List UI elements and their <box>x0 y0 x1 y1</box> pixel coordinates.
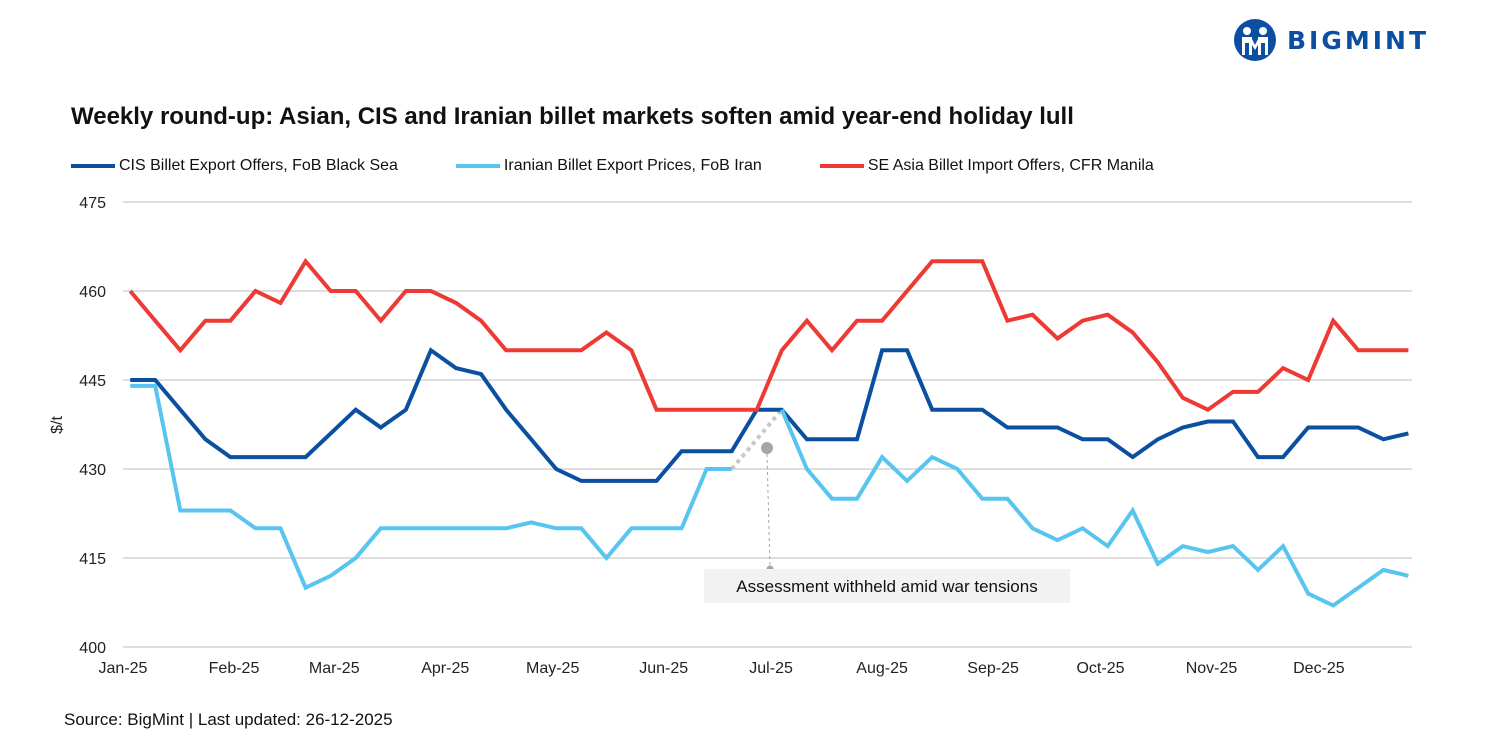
x-tick-label: Oct-25 <box>1076 660 1124 677</box>
y-tick-label: 445 <box>79 373 106 390</box>
x-tick-label: Mar-25 <box>309 660 360 677</box>
series-line-2 <box>128 257 1409 413</box>
legend-swatch-seasia <box>819 164 864 168</box>
x-tick-label: Feb-25 <box>209 660 260 677</box>
series-line-1 <box>130 383 1409 608</box>
y-tick-label: 415 <box>79 551 106 568</box>
legend-item-cis: CIS Billet Export Offers, FoB Black Sea <box>71 157 398 175</box>
annotation-marker <box>761 442 773 454</box>
legend: CIS Billet Export Offers, FoB Black Sea … <box>71 157 1212 175</box>
x-tick-label: Apr-25 <box>421 660 469 677</box>
x-tick-label: Sep-25 <box>967 660 1019 677</box>
legend-label-cis: CIS Billet Export Offers, FoB Black Sea <box>119 157 398 174</box>
x-tick-label: Jan-25 <box>99 660 148 677</box>
annotation-text: Assessment withheld amid war tensions <box>736 577 1037 596</box>
annotation-box <box>704 569 1070 603</box>
x-tick-label: Aug-25 <box>856 660 908 677</box>
legend-label-seasia: SE Asia Billet Import Offers, CFR Manila <box>867 157 1154 174</box>
y-tick-label: 475 <box>79 195 106 212</box>
y-tick-label: 400 <box>79 640 106 657</box>
x-tick-label: Dec-25 <box>1293 660 1345 677</box>
legend-swatch-iran <box>455 164 500 168</box>
annotation-leader <box>766 453 771 569</box>
legend-item-iran: Iranian Billet Export Prices, FoB Iran <box>455 157 762 175</box>
source-note: Source: BigMint | Last updated: 26-12-20… <box>64 710 393 729</box>
legend-item-seasia: SE Asia Billet Import Offers, CFR Manila <box>819 157 1154 175</box>
series-line-0 <box>130 347 1409 483</box>
y-tick-label: 460 <box>79 284 106 301</box>
x-tick-label: May-25 <box>526 660 579 677</box>
y-axis-label: $/t <box>49 416 66 434</box>
bigmint-logo: BIGMINT <box>1233 18 1429 62</box>
gap-connector <box>730 408 784 471</box>
bigmint-logo-icon <box>1234 19 1276 61</box>
legend-swatch-cis <box>71 164 115 168</box>
y-tick-label: 430 <box>79 462 106 479</box>
chart-title: Weekly round-up: Asian, CIS and Iranian … <box>71 103 1074 130</box>
bigmint-logo-text: BIGMINT <box>1287 25 1430 55</box>
x-tick-label: Nov-25 <box>1186 660 1238 677</box>
x-tick-label: Jul-25 <box>749 660 793 677</box>
x-tick-label: Jun-25 <box>639 660 688 677</box>
legend-label-iran: Iranian Billet Export Prices, FoB Iran <box>503 157 762 174</box>
